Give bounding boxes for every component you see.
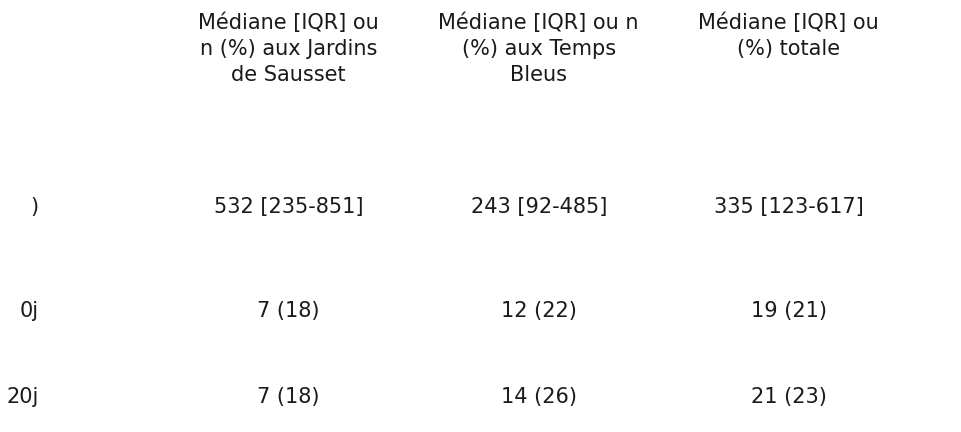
Text: 12 (22): 12 (22) [501,301,576,321]
Text: 19 (21): 19 (21) [750,301,826,321]
Text: 0j: 0j [19,301,38,321]
Text: 20j: 20j [6,388,38,407]
Text: 7 (18): 7 (18) [258,301,319,321]
Text: Médiane [IQR] ou
(%) totale: Médiane [IQR] ou (%) totale [698,13,878,59]
Text: 335 [123-617]: 335 [123-617] [713,197,863,217]
Text: 14 (26): 14 (26) [500,388,577,407]
Text: ): ) [31,197,38,217]
Text: Médiane [IQR] ou
n (%) aux Jardins
de Sausset: Médiane [IQR] ou n (%) aux Jardins de Sa… [198,13,379,85]
Text: 243 [92-485]: 243 [92-485] [470,197,606,217]
Text: 532 [235-851]: 532 [235-851] [213,197,363,217]
Text: 7 (18): 7 (18) [258,388,319,407]
Text: 21 (23): 21 (23) [751,388,825,407]
Text: Médiane [IQR] ou n
(%) aux Temps
Bleus: Médiane [IQR] ou n (%) aux Temps Bleus [438,13,638,85]
